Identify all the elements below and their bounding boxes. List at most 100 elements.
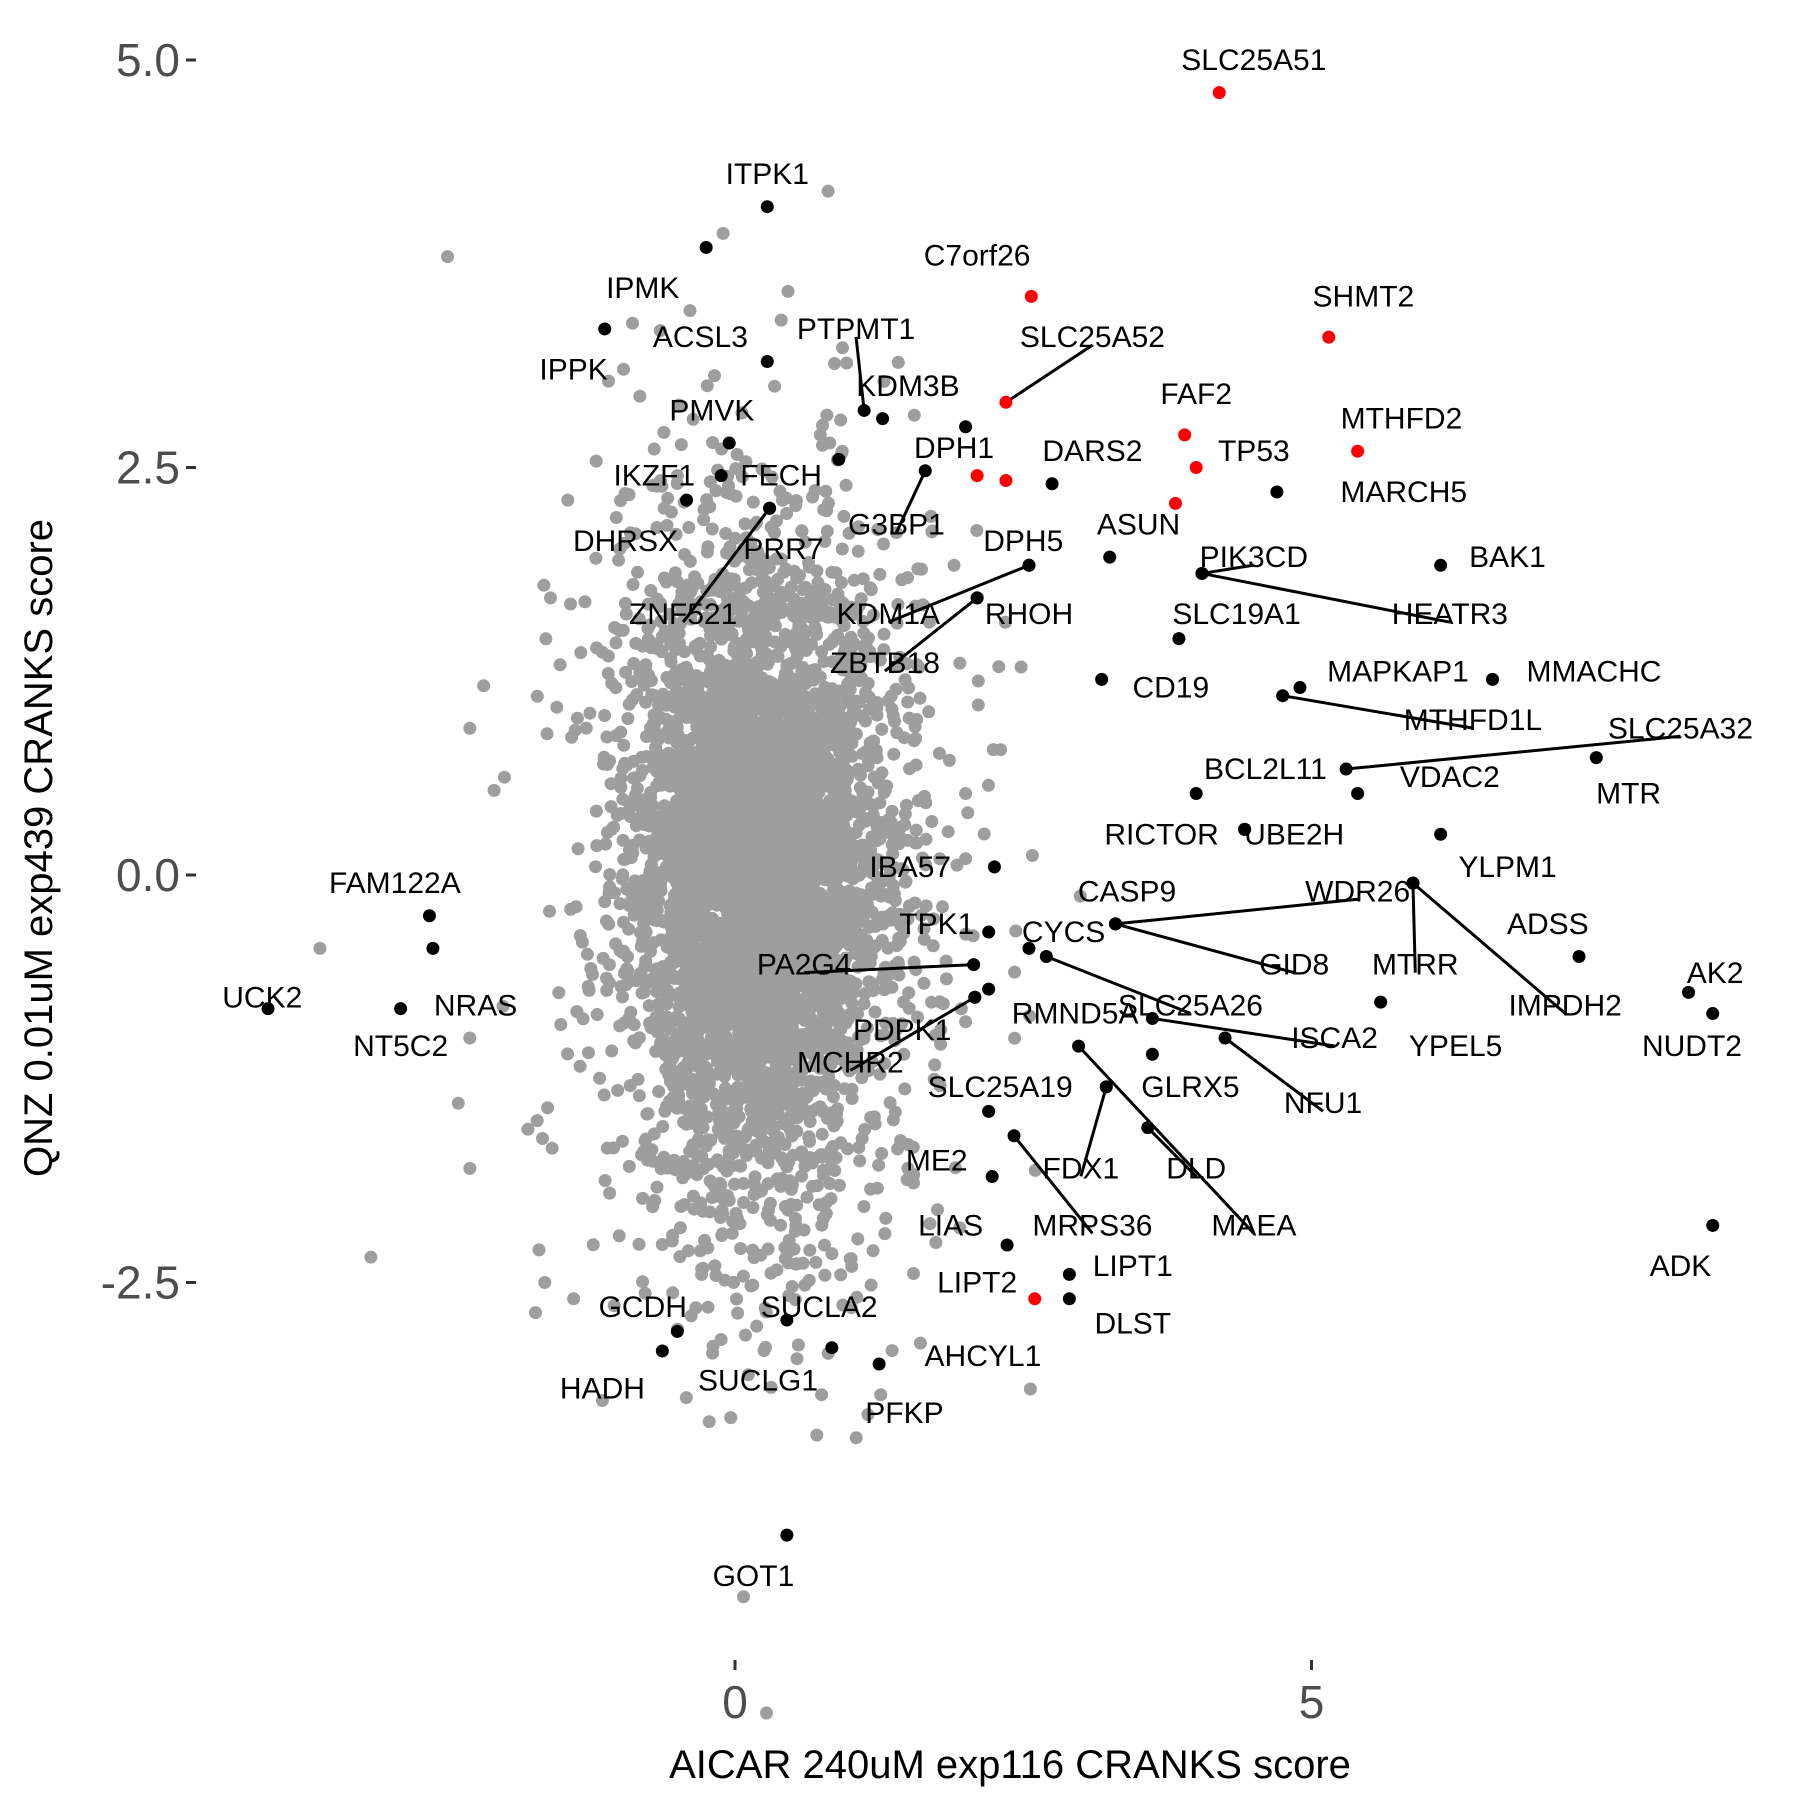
background-point xyxy=(857,997,871,1011)
background-point xyxy=(770,1093,784,1107)
background-point xyxy=(916,851,929,865)
background-point xyxy=(541,1101,555,1115)
background-point xyxy=(821,184,835,198)
background-point xyxy=(580,947,594,961)
background-point xyxy=(724,1004,738,1017)
background-point xyxy=(664,906,678,919)
background-point xyxy=(803,1045,817,1059)
background-point xyxy=(818,1268,832,1282)
background-point xyxy=(789,1218,803,1232)
background-point xyxy=(790,1352,804,1366)
background-point xyxy=(820,408,834,422)
background-point xyxy=(496,999,510,1013)
background-point xyxy=(732,815,746,829)
background-point xyxy=(791,1338,805,1352)
background-point xyxy=(771,1130,785,1144)
background-point xyxy=(774,1151,788,1165)
background-point xyxy=(855,1071,869,1085)
background-point xyxy=(873,567,887,581)
background-point xyxy=(703,598,717,612)
background-point xyxy=(600,1141,614,1155)
background-point xyxy=(779,902,793,916)
background-point xyxy=(819,484,833,498)
background-point xyxy=(650,779,664,793)
background-point xyxy=(731,1306,745,1320)
background-point xyxy=(1025,849,1039,862)
background-point xyxy=(911,1010,924,1024)
background-point xyxy=(759,575,773,588)
background-point xyxy=(856,810,870,824)
background-point xyxy=(877,643,891,657)
background-point xyxy=(644,584,658,597)
background-point xyxy=(789,980,803,994)
background-point xyxy=(709,484,723,498)
background-point xyxy=(657,425,671,439)
background-point xyxy=(761,1156,775,1170)
background-point xyxy=(611,1083,625,1097)
background-point xyxy=(760,1208,774,1222)
background-point xyxy=(777,1023,791,1037)
background-point xyxy=(834,413,848,427)
background-point xyxy=(573,1059,587,1073)
background-point xyxy=(856,572,870,586)
background-point xyxy=(834,613,848,627)
background-point xyxy=(977,827,991,841)
background-point xyxy=(749,1138,763,1152)
background-point xyxy=(701,540,715,554)
background-point xyxy=(925,525,939,539)
background-point xyxy=(862,690,876,704)
background-point xyxy=(536,1132,549,1145)
background-point xyxy=(774,1179,788,1193)
background-point xyxy=(647,442,661,456)
background-point xyxy=(888,1105,902,1119)
background-point xyxy=(660,1099,674,1113)
background-point xyxy=(653,765,667,779)
background-point xyxy=(685,711,699,725)
background-point xyxy=(771,681,785,695)
background-point xyxy=(783,1010,797,1024)
background-point xyxy=(802,1034,816,1048)
background-point xyxy=(721,911,735,925)
background-point xyxy=(822,689,836,703)
background-point xyxy=(712,837,725,851)
background-point xyxy=(685,1024,699,1037)
background-point xyxy=(667,1153,681,1167)
background-point xyxy=(694,989,708,1003)
background-point xyxy=(864,1278,878,1292)
background-point xyxy=(971,674,985,688)
background-point xyxy=(681,1046,695,1060)
background-point xyxy=(1008,965,1022,979)
background-point xyxy=(714,1095,728,1109)
background-point xyxy=(758,827,772,841)
background-point xyxy=(601,649,615,663)
background-point xyxy=(757,1344,771,1358)
background-point xyxy=(738,517,752,531)
background-point xyxy=(603,868,617,882)
background-point xyxy=(856,614,870,628)
background-point xyxy=(768,379,782,393)
background-point xyxy=(642,834,656,848)
background-point xyxy=(724,575,738,589)
background-point xyxy=(883,1096,897,1110)
background-point xyxy=(873,1067,887,1081)
background-point xyxy=(626,316,639,330)
background-point xyxy=(716,606,730,620)
background-point xyxy=(596,951,610,965)
background-point xyxy=(961,806,975,820)
background-point xyxy=(708,671,722,685)
background-point xyxy=(752,747,766,761)
background-point xyxy=(761,1177,775,1191)
background-point xyxy=(897,995,911,1009)
background-point xyxy=(624,1005,638,1019)
background-point xyxy=(664,655,678,669)
background-point xyxy=(745,983,759,997)
background-point xyxy=(605,676,619,690)
background-point xyxy=(736,658,750,672)
background-point xyxy=(693,1046,707,1060)
background-point xyxy=(842,938,856,952)
background-point xyxy=(607,820,621,834)
background-point xyxy=(624,882,638,896)
background-point xyxy=(604,777,618,791)
background-point xyxy=(767,981,781,995)
background-point xyxy=(737,1590,750,1604)
